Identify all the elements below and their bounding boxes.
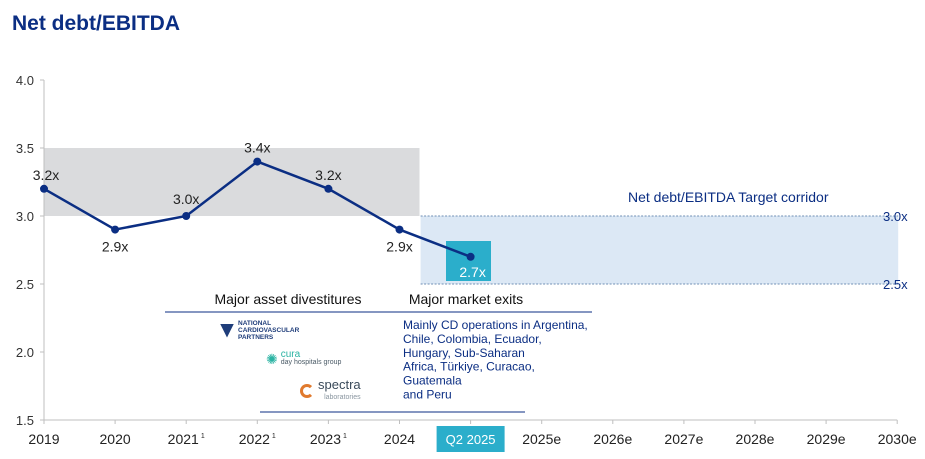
x-tick-label: 2025e (522, 431, 561, 447)
x-tick-label: 2023 1 (310, 431, 347, 447)
target-upper-label: 3.0x (883, 209, 908, 224)
target-lower-label: 2.5x (883, 277, 908, 292)
x-tick-label: 2027e (664, 431, 703, 447)
data-label: 2.9x (386, 239, 412, 255)
annotations-layer: Major asset divestitures Major market exi… (165, 291, 592, 413)
series-point (466, 252, 475, 261)
series-point (253, 157, 262, 166)
series-point (182, 212, 191, 220)
axes-layer: 1.5 2.0 2.5 3.0 3.5 4.0 2019 2020 2021 1 2022 1 2023… (16, 73, 917, 452)
x-tick-label: 2028e (736, 431, 775, 447)
data-label: 3.2x (33, 167, 59, 183)
x-tick-footnote: 1 (201, 433, 205, 440)
series-point (324, 184, 333, 193)
y-tick-label: 3.5 (16, 141, 34, 156)
target-corridor-label: Net debt/EBITDA Target corridor (628, 189, 829, 205)
x-tick-footnote: 1 (343, 433, 347, 440)
cura-logo: ✺ cura day hospitals group (266, 349, 342, 367)
exits-heading: Major market exits (409, 291, 523, 307)
data-label: 2.7x (459, 264, 485, 280)
spectra-logo: spectra laboratories (300, 378, 361, 404)
y-tick-label: 3.0 (16, 209, 34, 224)
spectra-logo-name: spectra (318, 377, 361, 392)
target-corridor-band (420, 216, 899, 284)
cura-mark-icon: ✺ (266, 351, 278, 367)
labels-layer: Net debt/EBITDA Target corridor 3.0x 2.5x 3… (33, 140, 908, 292)
x-tick-label: 2019 (28, 431, 59, 447)
x-tick-footnote: 1 (272, 433, 276, 440)
series-layer (40, 157, 491, 281)
series-point (40, 184, 48, 193)
series-point (111, 225, 120, 234)
x-tick-label: 2022 1 (239, 431, 276, 447)
x-tick-label: 2024 (384, 431, 415, 447)
x-tick-label: 2021 1 (168, 431, 205, 447)
exits-text-line: Hungary, Sub-Saharan (403, 346, 525, 360)
x-tick-label: 2029e (807, 431, 846, 447)
ncp-logo-text: NATIONAL CARDIOVASCULAR PARTNERS (238, 320, 300, 341)
data-label: 3.0x (173, 191, 199, 207)
data-label: 3.4x (244, 140, 270, 156)
spectra-logo-tagline: laboratories (324, 394, 361, 401)
divestitures-heading: Major asset divestitures (214, 291, 361, 307)
exits-text-line: Mainly CD operations in Argentina, (403, 318, 588, 332)
ncp-logo: NATIONAL CARDIOVASCULAR PARTNERS (220, 320, 308, 341)
page-title: Net debt/EBITDA (12, 12, 180, 35)
exits-text-line: Africa, Türkiye, Curacao, (403, 360, 535, 374)
y-tick-label: 2.5 (16, 277, 34, 292)
exits-text-line: and Peru (403, 388, 452, 402)
cura-logo-tagline: day hospitals group (280, 359, 342, 366)
y-tick-label: 4.0 (16, 73, 34, 88)
series-point (395, 225, 404, 234)
x-tick-label: 2020 (100, 431, 131, 447)
q2-2025-highlight-box (446, 241, 491, 281)
cura-logo-name: cura (280, 349, 301, 360)
ncp-mark-icon (220, 323, 234, 338)
y-tick-label: 1.5 (16, 413, 34, 428)
data-label: 2.9x (102, 239, 128, 255)
x-highlight-box (436, 426, 505, 452)
x-tick-label: 2026e (593, 431, 632, 447)
x-tick-label: 2030e (878, 431, 917, 447)
data-label: 3.2x (315, 167, 341, 183)
spectra-mark-icon (300, 384, 314, 398)
exits-text-line: Chile, Colombia, Ecuador, (403, 332, 542, 346)
exits-text-line: Guatemala (403, 374, 462, 388)
y-tick-label: 2.0 (16, 345, 34, 360)
x-tick-label: Q2 2025 (446, 432, 496, 447)
